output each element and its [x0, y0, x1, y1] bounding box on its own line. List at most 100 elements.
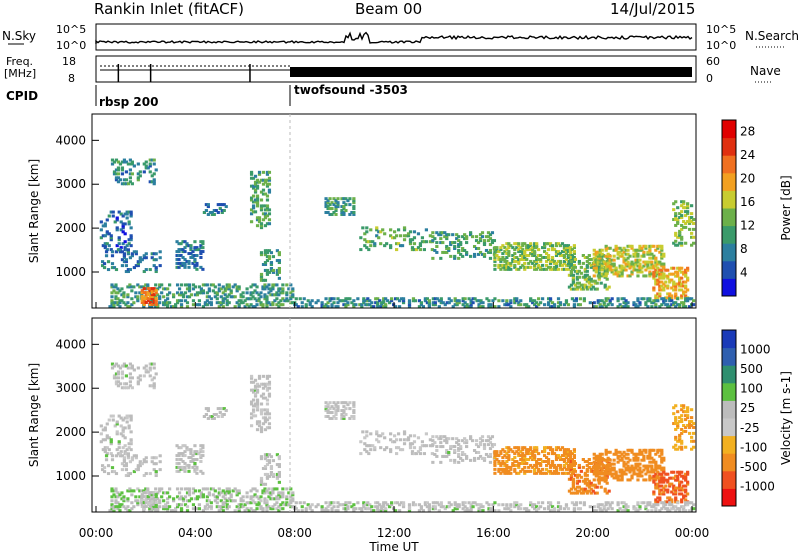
scatter-cell [150, 497, 154, 501]
scatter-cell [576, 303, 580, 307]
scatter-cell [594, 472, 598, 476]
power-colorbar-frame [721, 119, 737, 297]
scatter-cell [571, 275, 576, 279]
scatter-cell [593, 491, 597, 495]
scatter-cell [572, 303, 576, 307]
x-tick-label: 20:00 [575, 526, 610, 540]
scatter-cell [606, 462, 610, 466]
scatter-cell [602, 260, 606, 264]
scatter-cell [259, 410, 264, 414]
scatter-cell [509, 301, 513, 305]
scatter-cell [152, 493, 156, 497]
scatter-cell [375, 228, 379, 232]
scatter-cell [634, 262, 638, 266]
scatter-cell [116, 180, 121, 184]
scatter-cell [624, 258, 628, 262]
scatter-cell [662, 492, 666, 496]
scatter-cell [470, 235, 475, 239]
scatter-cell [129, 212, 133, 216]
scatter-cell [130, 489, 134, 493]
scatter-cell [142, 503, 146, 507]
scatter-cell [106, 268, 111, 272]
scatter-cell [550, 461, 555, 465]
scatter-cell [431, 303, 435, 307]
scatter-cell [136, 468, 140, 472]
scatter-cell [507, 242, 511, 246]
scatter-cell [465, 303, 469, 307]
scatter-cell [447, 505, 451, 509]
scatter-cell [599, 281, 603, 285]
scatter-cell [505, 263, 509, 267]
scatter-cell [505, 459, 509, 463]
scatter-cell [558, 254, 563, 258]
scatter-cell [564, 450, 569, 454]
scatter-cell [678, 268, 682, 272]
scatter-cell [564, 467, 569, 471]
scatter-cell [177, 452, 181, 456]
scatter-cell [684, 241, 688, 245]
scatter-cell [175, 503, 180, 507]
scatter-cell [690, 204, 694, 208]
scatter-cell [251, 283, 255, 287]
scatter-cell [654, 472, 658, 476]
scatter-cell [570, 257, 575, 261]
scatter-cell [152, 258, 156, 262]
scatter-cell [229, 291, 233, 295]
scatter-cell [326, 305, 330, 309]
scatter-cell [558, 448, 563, 452]
scatter-cell [253, 394, 258, 398]
scatter-cell [692, 227, 696, 231]
scatter-cell [634, 252, 638, 256]
scatter-cell [340, 197, 344, 201]
scatter-cell [251, 204, 256, 208]
scatter-cell [604, 448, 608, 452]
scatter-cell [181, 295, 186, 299]
scatter-cell [380, 507, 384, 511]
scatter-cell [600, 472, 604, 476]
scatter-cell [175, 257, 179, 261]
scatter-cell [472, 458, 477, 462]
scatter-cell [583, 269, 587, 273]
scatter-cell [644, 464, 648, 468]
scatter-cell [539, 259, 543, 263]
scatter-cell [573, 269, 577, 273]
scatter-cell [680, 296, 684, 300]
scatter-cell [674, 301, 678, 305]
scatter-cell [660, 262, 664, 266]
scatter-cell [285, 291, 289, 295]
scatter-cell [229, 289, 233, 293]
scatter-cell [575, 473, 579, 477]
scatter-cell [158, 460, 162, 464]
scatter-cell [656, 476, 660, 480]
scatter-cell [646, 454, 650, 458]
scatter-cell [469, 301, 473, 305]
scatter-cell [587, 483, 591, 487]
scatter-cell [680, 235, 684, 239]
scatter-cell [112, 266, 117, 270]
scatter-cell [265, 206, 270, 210]
scatter-cell [225, 507, 229, 511]
scatter-cell [503, 250, 507, 254]
scatter-cell [537, 297, 541, 301]
scatter-cell [298, 297, 302, 301]
scatter-cell [265, 386, 270, 390]
scatter-cell [634, 248, 638, 252]
scatter-cell [614, 448, 618, 452]
scatter-cell [374, 297, 378, 301]
scatter-cell [105, 422, 109, 426]
scatter-cell [634, 464, 638, 468]
scatter-cell [320, 509, 324, 513]
scatter-cell [121, 214, 125, 218]
scatter-cell [622, 258, 626, 262]
scatter-cell [249, 402, 254, 406]
scatter-cell [116, 501, 120, 505]
scatter-cell [658, 498, 662, 502]
scatter-cell [255, 291, 259, 295]
scatter-cell [660, 488, 664, 492]
scatter-cell [115, 228, 119, 232]
scatter-cell [205, 495, 209, 499]
scatter-cell [376, 507, 380, 511]
scatter-cell [348, 197, 352, 201]
scatter-cell [577, 489, 581, 493]
scatter-cell [136, 499, 140, 503]
